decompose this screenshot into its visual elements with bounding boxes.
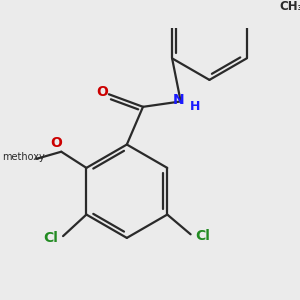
Text: Cl: Cl <box>43 231 58 245</box>
Text: N: N <box>173 93 185 106</box>
Text: H: H <box>190 100 200 113</box>
Text: O: O <box>96 85 108 100</box>
Text: Cl: Cl <box>196 229 211 243</box>
Text: O: O <box>50 136 62 150</box>
Text: methoxy: methoxy <box>2 152 45 162</box>
Text: CH₃: CH₃ <box>280 0 300 13</box>
